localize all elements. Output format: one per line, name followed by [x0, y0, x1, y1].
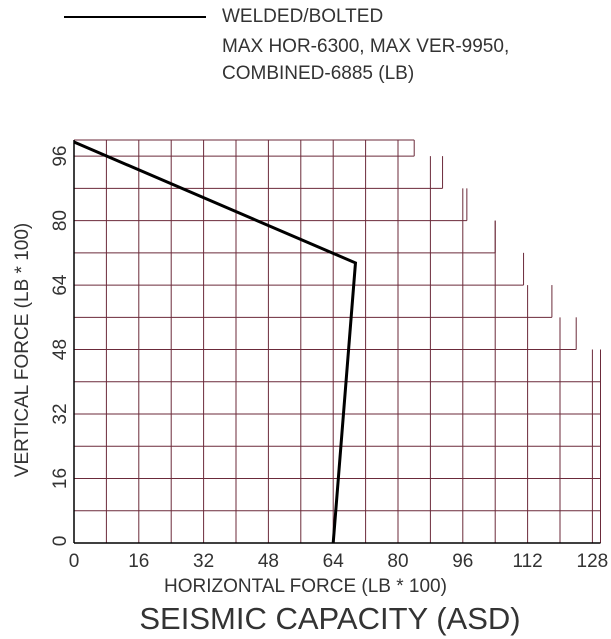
- x-tick-label: 32: [193, 551, 214, 572]
- x-tick-label: 128: [577, 551, 609, 572]
- x-axis-label: HORIZONTAL FORCE (LB * 100): [164, 576, 447, 597]
- axis-layer: [73, 140, 601, 544]
- legend-series-label: WELDED/BOLTED: [222, 6, 384, 27]
- y-tick-label: 64: [50, 274, 71, 296]
- x-tick-label: 112: [512, 551, 542, 572]
- series-layer: [73, 140, 358, 544]
- x-tick-label: 16: [128, 551, 149, 572]
- y-tick-label: 32: [50, 403, 71, 424]
- y-tick-label: 0: [50, 536, 71, 547]
- chart-title: SEISMIC CAPACITY (ASD): [139, 601, 521, 636]
- tick-labels: 0 16 32 48 64 80 96 112 128 0 16 32 48 64 80 96: [50, 146, 608, 572]
- legend-max-values: MAX HOR-6300, MAX VER-9950,: [222, 36, 510, 57]
- y-axis-label: VERTICAL FORCE (LB * 100): [12, 223, 33, 477]
- y-tick-label: 48: [50, 339, 71, 360]
- x-tick-label: 48: [258, 551, 279, 572]
- x-tick-label: 96: [452, 551, 473, 572]
- series-line-welded-bolted: [73, 140, 358, 544]
- y-tick-label: 16: [50, 468, 71, 489]
- legend-combined-value: COMBINED-6885 (LB): [222, 63, 415, 84]
- y-tick-label: 96: [50, 146, 71, 167]
- y-tick-label: 80: [50, 210, 71, 231]
- grid-layer: [74, 139, 601, 543]
- legend-line-swatch: [64, 16, 206, 18]
- x-tick-label: 64: [323, 551, 345, 572]
- x-tick-label: 0: [69, 551, 80, 572]
- x-tick-label: 80: [387, 551, 408, 572]
